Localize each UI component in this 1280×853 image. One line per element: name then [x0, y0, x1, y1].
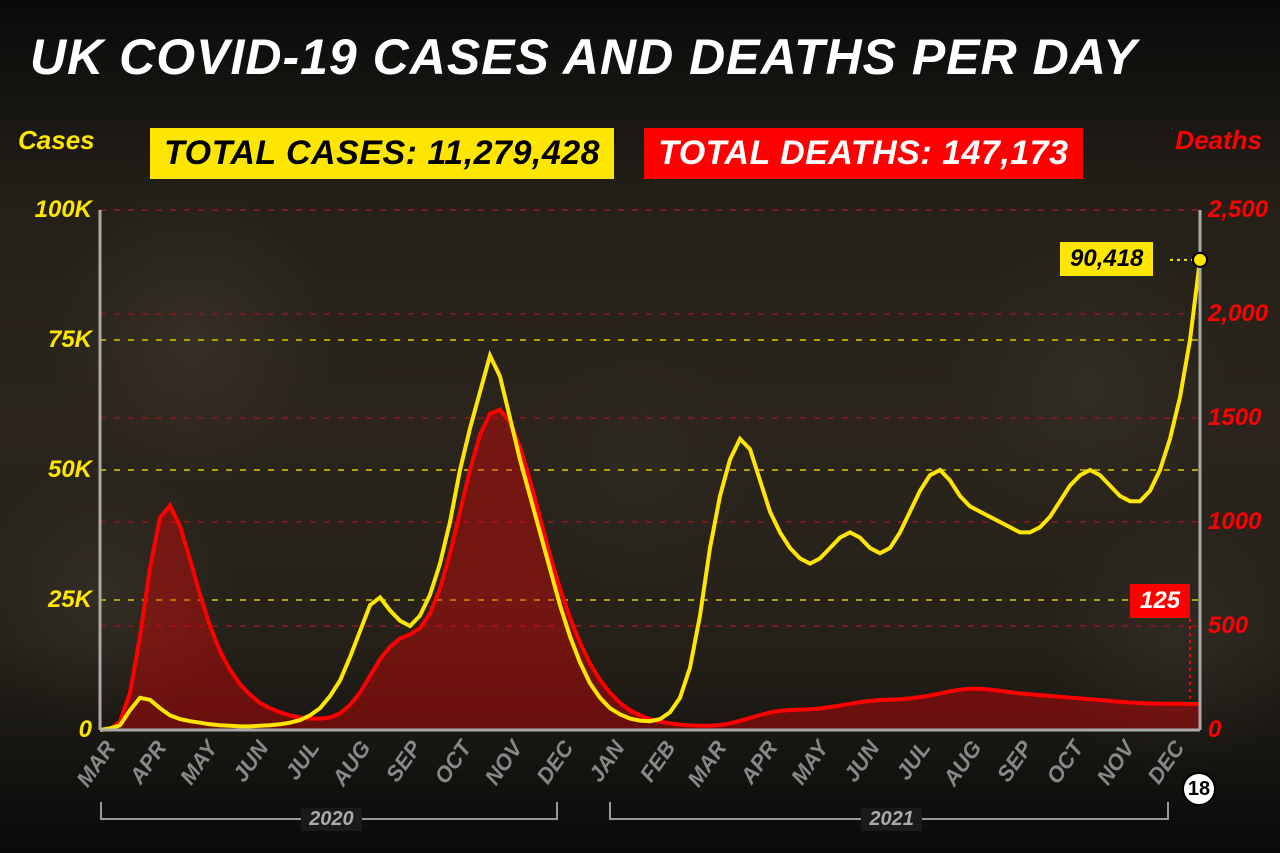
totals-badges: TOTAL CASES: 11,279,428 TOTAL DEATHS: 14…	[150, 128, 1083, 179]
y-left-tick: 75K	[48, 326, 92, 354]
y-right-tick: 1500	[1208, 404, 1261, 432]
chart-svg	[100, 210, 1200, 730]
cases-line	[100, 260, 1200, 730]
y-right-tick: 2,500	[1208, 196, 1268, 224]
y-left-tick: 50K	[48, 456, 92, 484]
deaths-area-fill	[100, 410, 1200, 730]
chart-title: UK COVID-19 CASES AND DEATHS PER DAY	[30, 28, 1250, 86]
y-left-tick: 100K	[35, 196, 92, 224]
year-label: 2020	[301, 808, 362, 831]
y-right-tick: 2,000	[1208, 300, 1268, 328]
y-axis-label-deaths: Deaths	[1175, 125, 1262, 156]
deaths-callout: 125	[1130, 584, 1190, 618]
y-right-tick: 0	[1208, 716, 1221, 744]
chart-plot-area: 025K50K75K100K0500100015002,0002,500MARA…	[100, 210, 1200, 730]
y-right-tick: 500	[1208, 612, 1248, 640]
total-deaths-badge: TOTAL DEATHS: 147,173	[644, 128, 1082, 179]
y-left-tick: 25K	[48, 586, 92, 614]
deaths-line	[100, 410, 1200, 730]
cases-callout: 90,418	[1060, 242, 1153, 276]
cases-endpoint-marker	[1193, 253, 1207, 267]
end-date-badge: 18	[1182, 772, 1216, 806]
y-axis-label-cases: Cases	[18, 125, 95, 156]
y-left-tick: 0	[79, 716, 92, 744]
year-label: 2021	[861, 808, 922, 831]
total-cases-badge: TOTAL CASES: 11,279,428	[150, 128, 614, 179]
y-right-tick: 1000	[1208, 508, 1261, 536]
